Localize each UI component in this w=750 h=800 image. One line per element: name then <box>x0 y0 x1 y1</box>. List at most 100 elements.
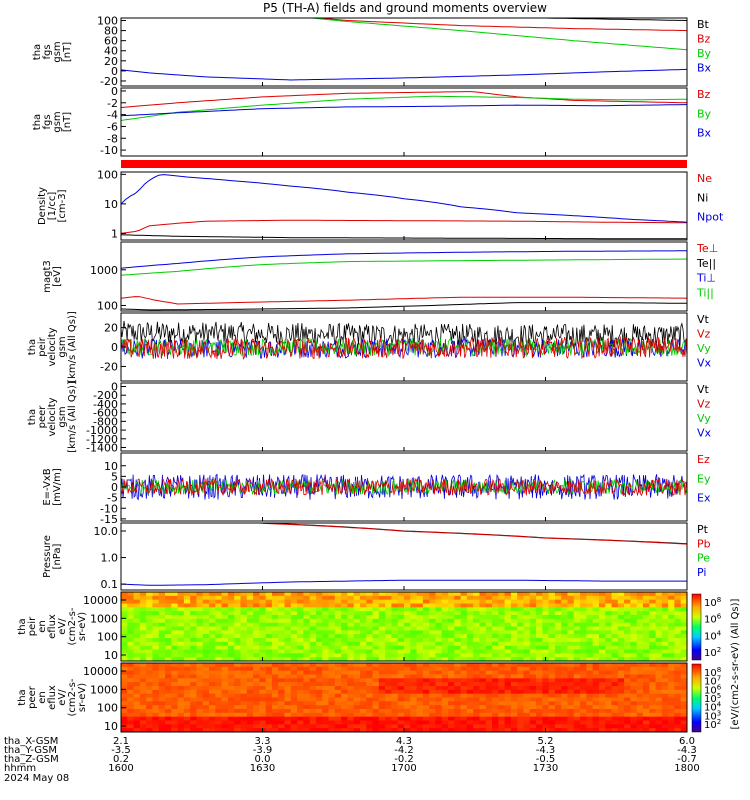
spectrogram-cell <box>630 618 638 624</box>
spectrogram-cell <box>253 649 260 654</box>
spectrogram-cell <box>655 666 663 672</box>
spectrogram-cell <box>473 630 481 635</box>
spectrogram-cell <box>498 709 506 714</box>
spectrogram-cell <box>605 592 613 597</box>
spectrogram-cell <box>259 663 267 668</box>
spectrogram-cell <box>359 649 367 654</box>
spectrogram-cell <box>668 716 676 722</box>
spectrogram-cell <box>146 686 154 691</box>
spectrogram-cell <box>529 701 537 706</box>
spectrogram-cell <box>661 712 669 718</box>
spectrogram-cell <box>473 622 481 628</box>
spectrogram-cell <box>454 663 462 668</box>
spectrogram-cell <box>253 611 260 616</box>
spectrogram-cell <box>422 618 430 624</box>
spectrogram-cell <box>240 686 248 691</box>
spectrogram-cell <box>265 592 273 597</box>
spectrogram-cell <box>259 709 267 714</box>
spectrogram-cell <box>661 689 669 695</box>
spectrogram-cell <box>422 678 430 683</box>
spectrogram-cell <box>328 682 336 687</box>
spectrogram-cell <box>215 663 223 668</box>
spectrogram-cell <box>215 701 223 706</box>
spectrogram-cell <box>284 630 292 635</box>
y-axis-label: tha <box>32 44 43 60</box>
spectrogram-cell <box>146 622 154 628</box>
spectrogram-cell <box>649 649 657 654</box>
spectrogram-cell <box>624 653 631 658</box>
spectrogram-cell <box>624 674 631 679</box>
spectrogram-cell <box>359 615 367 620</box>
spectrogram-cell <box>542 599 550 605</box>
spectrogram-cell <box>265 626 273 631</box>
spectrogram-cell <box>598 716 606 722</box>
spectrogram-cell <box>303 615 311 620</box>
spectrogram-cell <box>309 603 317 608</box>
spectrogram-cell <box>466 626 474 631</box>
spectrogram-cell <box>441 626 449 631</box>
spectrogram-cell <box>334 689 342 695</box>
spectrogram-cell <box>422 638 430 643</box>
spectrogram-cell <box>649 682 657 687</box>
spectrogram-cell <box>649 611 657 616</box>
spectrogram-cell <box>479 607 487 612</box>
spectrogram-cell <box>404 686 411 691</box>
spectrogram-cell <box>674 595 682 601</box>
spectrogram-cell <box>410 618 418 624</box>
spectrogram-cell <box>510 592 518 597</box>
spectrogram-cell <box>202 657 210 661</box>
spectrogram-cell <box>422 599 430 605</box>
spectrogram-cell <box>517 666 525 672</box>
spectrogram-cell <box>498 607 506 612</box>
spectrogram-cell <box>177 728 185 732</box>
spectrogram-cell <box>315 682 323 687</box>
spectrogram-cell <box>523 603 531 608</box>
spectrogram-cell <box>133 720 141 725</box>
spectrogram-cell <box>649 697 657 702</box>
spectrogram-cell <box>378 663 386 668</box>
spectrogram-cell <box>517 663 525 668</box>
spectrogram-cell <box>636 607 644 612</box>
spectrogram-cell <box>196 682 204 687</box>
spectrogram-cell <box>460 653 468 658</box>
spectrogram-cell <box>410 653 418 658</box>
spectrogram-cell <box>190 638 198 643</box>
spectrogram-cell <box>171 657 179 661</box>
spectrogram-cell <box>573 663 581 668</box>
spectrogram-cell <box>209 595 216 601</box>
spectrogram-cell <box>165 678 172 683</box>
spectrogram-cell <box>617 674 625 679</box>
spectrogram-cell <box>479 728 487 732</box>
spectrogram-cell <box>385 705 393 710</box>
spectrogram-cell <box>554 622 562 628</box>
spectrogram-cell <box>448 626 455 631</box>
spectrogram-cell <box>221 595 229 601</box>
spectrogram-cell <box>642 615 650 620</box>
spectrogram-cell <box>234 607 242 612</box>
spectrogram-cell <box>498 645 506 651</box>
spectrogram-cell <box>221 599 229 605</box>
spectrogram-cell <box>410 622 418 628</box>
spectrogram-cell <box>196 641 204 647</box>
spectrogram-cell <box>378 697 386 702</box>
spectrogram-cell <box>636 622 644 628</box>
spectrogram-cell <box>234 653 242 658</box>
spectrogram-cell <box>416 603 424 608</box>
spectrogram-cell <box>366 709 374 714</box>
spectrogram-cell <box>322 666 330 672</box>
spectrogram-cell <box>598 611 606 616</box>
spectrogram-cell <box>397 724 405 729</box>
spectrogram-cell <box>366 645 374 651</box>
spectrogram-cell <box>611 682 619 687</box>
spectrogram-cell <box>196 693 204 699</box>
spectrogram-cell <box>290 693 298 699</box>
spectrogram-cell <box>284 638 292 643</box>
spectrogram-cell <box>372 641 380 647</box>
spectrogram-cell <box>158 670 166 676</box>
legend-ne: Ne <box>697 172 712 185</box>
spectrogram-cell <box>485 697 493 702</box>
spectrogram-cell <box>177 595 185 601</box>
spectrogram-cell <box>158 716 166 722</box>
colorbar-1 <box>691 593 702 661</box>
